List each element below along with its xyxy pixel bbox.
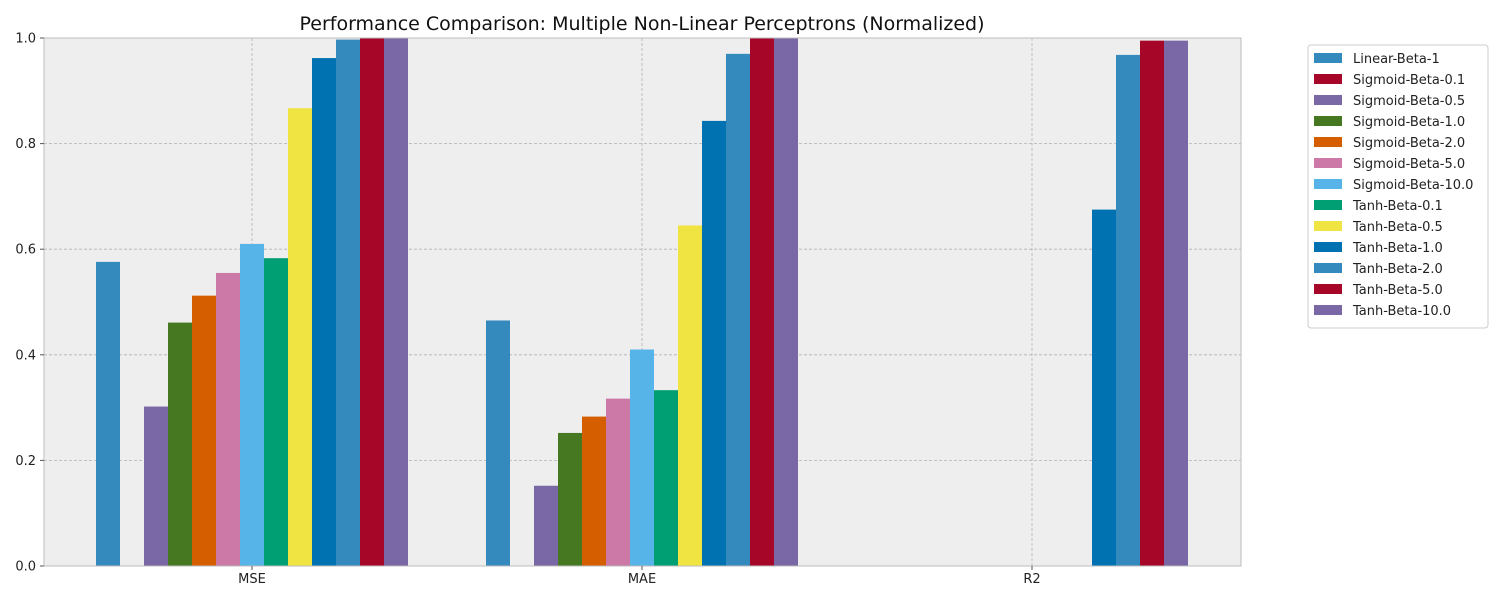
x-tick-label: R2 — [1023, 572, 1040, 587]
bar-linear-beta-1-mse — [96, 261, 120, 566]
legend-label: Linear-Beta-1 — [1353, 52, 1440, 67]
bar-tanh-beta-2-0-mse — [336, 39, 360, 567]
legend-label: Sigmoid-Beta-1.0 — [1353, 115, 1465, 130]
y-tick-label: 0.2 — [15, 454, 36, 469]
legend-swatch — [1314, 74, 1342, 84]
legend-swatch — [1314, 242, 1342, 252]
legend-label: Tanh-Beta-1.0 — [1352, 241, 1443, 256]
bar-tanh-beta-5-0-r2 — [1140, 40, 1164, 566]
bar-sigmoid-beta-2-0-mse — [192, 295, 216, 566]
legend-swatch — [1314, 200, 1342, 210]
bar-tanh-beta-10-0-mae — [774, 38, 798, 566]
legend-swatch — [1314, 179, 1342, 189]
legend-swatch — [1314, 53, 1342, 63]
y-tick-label: 1.0 — [15, 32, 36, 47]
bar-tanh-beta-1-0-mae — [702, 120, 726, 567]
legend-label: Sigmoid-Beta-0.5 — [1353, 94, 1465, 109]
legend-box — [1307, 44, 1489, 329]
bar-tanh-beta-2-0-r2 — [1116, 54, 1140, 567]
axes: 0.0 0.2 0.4 0.6 0.8 1.0 MSE MAE R2 — [15, 32, 1040, 588]
legend: Linear-Beta-1 Sigmoid-Beta-0.1 Sigmoid-Bet… — [1307, 44, 1489, 329]
legend-label: Tanh-Beta-2.0 — [1352, 262, 1443, 277]
bar-tanh-beta-5-0-mse — [360, 38, 384, 566]
legend-swatch — [1314, 221, 1342, 231]
legend-swatch — [1314, 305, 1342, 315]
bar-tanh-beta-5-0-mae — [750, 38, 774, 566]
bar-sigmoid-beta-0-5-mse — [144, 406, 168, 566]
x-tick-label: MAE — [628, 572, 656, 587]
bar-linear-beta-1-mae — [486, 320, 510, 566]
legend-label: Tanh-Beta-10.0 — [1352, 304, 1451, 319]
bar-tanh-beta-0-5-mse — [288, 108, 312, 566]
legend-swatch — [1314, 116, 1342, 126]
y-tick-label: 0.6 — [15, 243, 36, 258]
bar-sigmoid-beta-2-0-mae — [582, 416, 606, 566]
bar-tanh-beta-1-0-r2 — [1092, 209, 1116, 566]
legend-label: Tanh-Beta-0.1 — [1352, 199, 1443, 214]
bar-sigmoid-beta-1-0-mse — [168, 322, 192, 566]
y-tick-label: 0.8 — [15, 137, 36, 152]
legend-swatch — [1314, 284, 1342, 294]
y-tick-label: 0.0 — [15, 560, 36, 575]
bar-sigmoid-beta-5-0-mse — [216, 272, 240, 566]
chart-title: Performance Comparison: Multiple Non-Lin… — [299, 13, 984, 35]
bars — [96, 38, 1188, 567]
legend-label: Tanh-Beta-0.5 — [1352, 220, 1443, 235]
legend-label: Sigmoid-Beta-5.0 — [1353, 157, 1465, 172]
legend-swatch — [1314, 95, 1342, 105]
legend-swatch — [1314, 263, 1342, 273]
bar-sigmoid-beta-10-0-mse — [240, 243, 264, 567]
bar-tanh-beta-2-0-mae — [726, 53, 750, 566]
legend-label: Sigmoid-Beta-2.0 — [1353, 136, 1465, 151]
x-tick-label: MSE — [238, 572, 266, 587]
legend-swatch — [1314, 158, 1342, 168]
legend-label: Tanh-Beta-5.0 — [1352, 283, 1443, 298]
y-tick-label: 0.4 — [15, 348, 36, 363]
bar-sigmoid-beta-0-5-mae — [534, 485, 558, 566]
bar-tanh-beta-10-0-mse — [384, 38, 408, 566]
legend-label: Sigmoid-Beta-0.1 — [1353, 73, 1465, 88]
bar-tanh-beta-0-1-mae — [654, 390, 678, 566]
bar-sigmoid-beta-1-0-mae — [558, 432, 582, 566]
bar-tanh-beta-10-0-r2 — [1164, 40, 1188, 566]
bar-tanh-beta-0-5-mae — [678, 225, 702, 566]
legend-label: Sigmoid-Beta-10.0 — [1353, 178, 1473, 193]
bar-sigmoid-beta-10-0-mae — [630, 349, 654, 566]
bar-sigmoid-beta-5-0-mae — [606, 398, 630, 566]
bar-tanh-beta-1-0-mse — [312, 58, 336, 567]
legend-swatch — [1314, 137, 1342, 147]
bar-tanh-beta-0-1-mse — [264, 258, 288, 566]
